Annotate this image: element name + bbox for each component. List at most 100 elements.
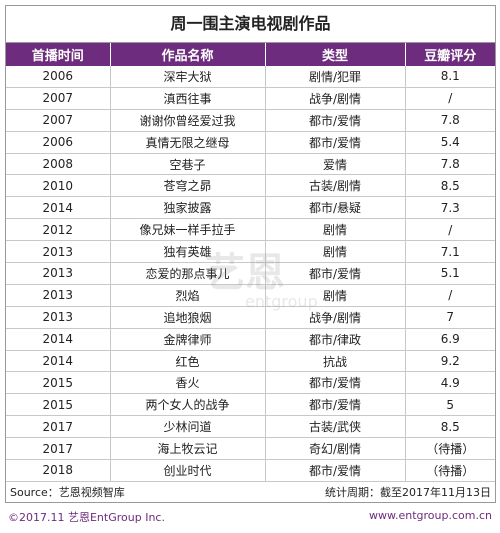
table-cell: 两个女人的战争 [109,393,265,417]
table-cell: 2006 [6,66,110,88]
source: Source：艺恩视频智库 [10,485,125,499]
table-cell: 2014 [6,196,110,220]
table-row: 2017 海上牧云记 奇幻/剧情 （待播） [6,437,495,461]
table-cell: 战争/剧情 [264,87,405,110]
table-cell: 抗战 [264,350,405,373]
table-cell: （待播） [404,437,495,461]
table-row: 2006 深牢大狱 剧情/犯罪 8.1 [6,66,495,88]
table-cell: 像兄妹一样手拉手 [109,218,265,242]
table-cell: 2013 [6,262,110,285]
table-cell: （待播） [404,459,495,482]
table-row: 2013 独有英雄 剧情 7.1 [6,240,495,264]
table-row: 2014 独家披露 都市/悬疑 7.3 [6,196,495,220]
table-cell: 战争/剧情 [264,306,405,329]
table-cell: 都市/爱情 [264,109,405,132]
table-cell: 8.5 [404,415,495,439]
table-row: 2013 恋爱的那点事儿 都市/爱情 5.1 [6,262,495,285]
table-cell: 2013 [6,284,110,307]
table-cell: 2013 [6,306,110,329]
table-cell: 剧情 [264,218,405,242]
table-row: 2012 像兄妹一样手拉手 剧情 / [6,218,495,242]
table-row: 2014 红色 抗战 9.2 [6,350,495,373]
table-cell: 4.9 [404,371,495,395]
table-cell: 独有英雄 [109,240,265,264]
header-cell: 首播时间 [6,43,110,66]
table-cell: 都市/爱情 [264,131,405,154]
header-cell: 作品名称 [109,43,265,66]
table-cell: 都市/爱情 [264,371,405,395]
table-cell: 7.1 [404,240,495,264]
table-cell: 都市/悬疑 [264,196,405,220]
header-cell: 类型 [264,43,405,66]
table-cell: 9.2 [404,350,495,373]
table-cell: 2007 [6,87,110,110]
table-cell: 深牢大狱 [109,66,265,88]
table-cell: 都市/律政 [264,328,405,351]
footer: Source：艺恩视频智库 统计周期：截至2017年11月13日 [6,482,495,502]
table-cell: 2013 [6,240,110,264]
table-cell: 剧情 [264,284,405,307]
table-row: 2007 滇西往事 战争/剧情 / [6,87,495,110]
table-cell: 追地狼烟 [109,306,265,329]
table-cell: 剧情 [264,240,405,264]
table-cell: 2010 [6,174,110,198]
table-cell: 创业时代 [109,459,265,482]
header-row: 首播时间 作品名称 类型 豆瓣评分 [6,43,495,66]
copyright: ©2017.11 艺恩EntGroup Inc. [8,511,165,524]
table-cell: 5.1 [404,262,495,285]
website: www.entgroup.com.cn [369,509,492,522]
table-cell: 滇西往事 [109,87,265,110]
period: 统计周期：截至2017年11月13日 [325,485,491,499]
table-cell: 奇幻/剧情 [264,437,405,461]
table-row: 2013 烈焰 剧情 / [6,284,495,307]
table-frame: 周一围主演电视剧作品 首播时间 作品名称 类型 豆瓣评分 2006 深牢大狱 剧情/犯罪 8… [5,5,496,503]
table-cell: 烈焰 [109,284,265,307]
table-cell: 都市/爱情 [264,459,405,482]
table-row: 2018 创业时代 都市/爱情 （待播） [6,459,495,482]
table-cell: 苍穹之昴 [109,174,265,198]
header-cell: 豆瓣评分 [404,43,495,66]
table-cell: 都市/爱情 [264,262,405,285]
table-cell: 2017 [6,437,110,461]
table-cell: 2014 [6,328,110,351]
title: 周一围主演电视剧作品 [6,6,495,43]
table-cell: 5.4 [404,131,495,154]
table-cell: 独家披露 [109,196,265,220]
table-row: 2015 两个女人的战争 都市/爱情 5 [6,393,495,417]
table-cell: 2014 [6,350,110,373]
table-cell: 6.9 [404,328,495,351]
table-cell: 剧情/犯罪 [264,66,405,88]
table-cell: 7 [404,306,495,329]
table-cell: 恋爱的那点事儿 [109,262,265,285]
table-cell: 2017 [6,415,110,439]
table-cell: 空巷子 [109,153,265,176]
table-cell: 少林问道 [109,415,265,439]
table-body: 2006 深牢大狱 剧情/犯罪 8.1 2007 滇西往事 战争/剧情/2007 谢谢你曾经爱… [6,66,495,482]
table-cell: 8.5 [404,174,495,198]
table-cell: 2015 [6,393,110,417]
table-row: 2008 空巷子 爱情 7.8 [6,153,495,176]
table-cell: 2018 [6,459,110,482]
table-cell: 海上牧云记 [109,437,265,461]
table-cell: 7.3 [404,196,495,220]
table-row: 2010 苍穹之昴 古装/剧情 8.5 [6,174,495,198]
table-cell: 7.8 [404,109,495,132]
table-cell: 古装/剧情 [264,174,405,198]
table-cell: 5 [404,393,495,417]
table-cell: 谢谢你曾经爱过我 [109,109,265,132]
table-cell: 红色 [109,350,265,373]
table-row: 2017 少林问道 古装/武侠 8.5 [6,415,495,439]
table-row: 2007 谢谢你曾经爱过我 都市/爱情 7.8 [6,109,495,132]
table-row: 2006 真情无限之继母 都市/爱情 5.4 [6,131,495,154]
table-row: 2015 香火 都市/爱情 4.9 [6,371,495,395]
table-cell: 7.8 [404,153,495,176]
table-cell: 金牌律师 [109,328,265,351]
table-cell: / [404,87,495,110]
table-cell: 2007 [6,109,110,132]
table-row: 2013 追地狼烟 战争/剧情 7 [6,306,495,329]
table-cell: 2012 [6,218,110,242]
bottom-bar: ©2017.11 艺恩EntGroup Inc. www.entgroup.co… [8,509,492,525]
table-cell: 爱情 [264,153,405,176]
table-cell: 2006 [6,131,110,154]
